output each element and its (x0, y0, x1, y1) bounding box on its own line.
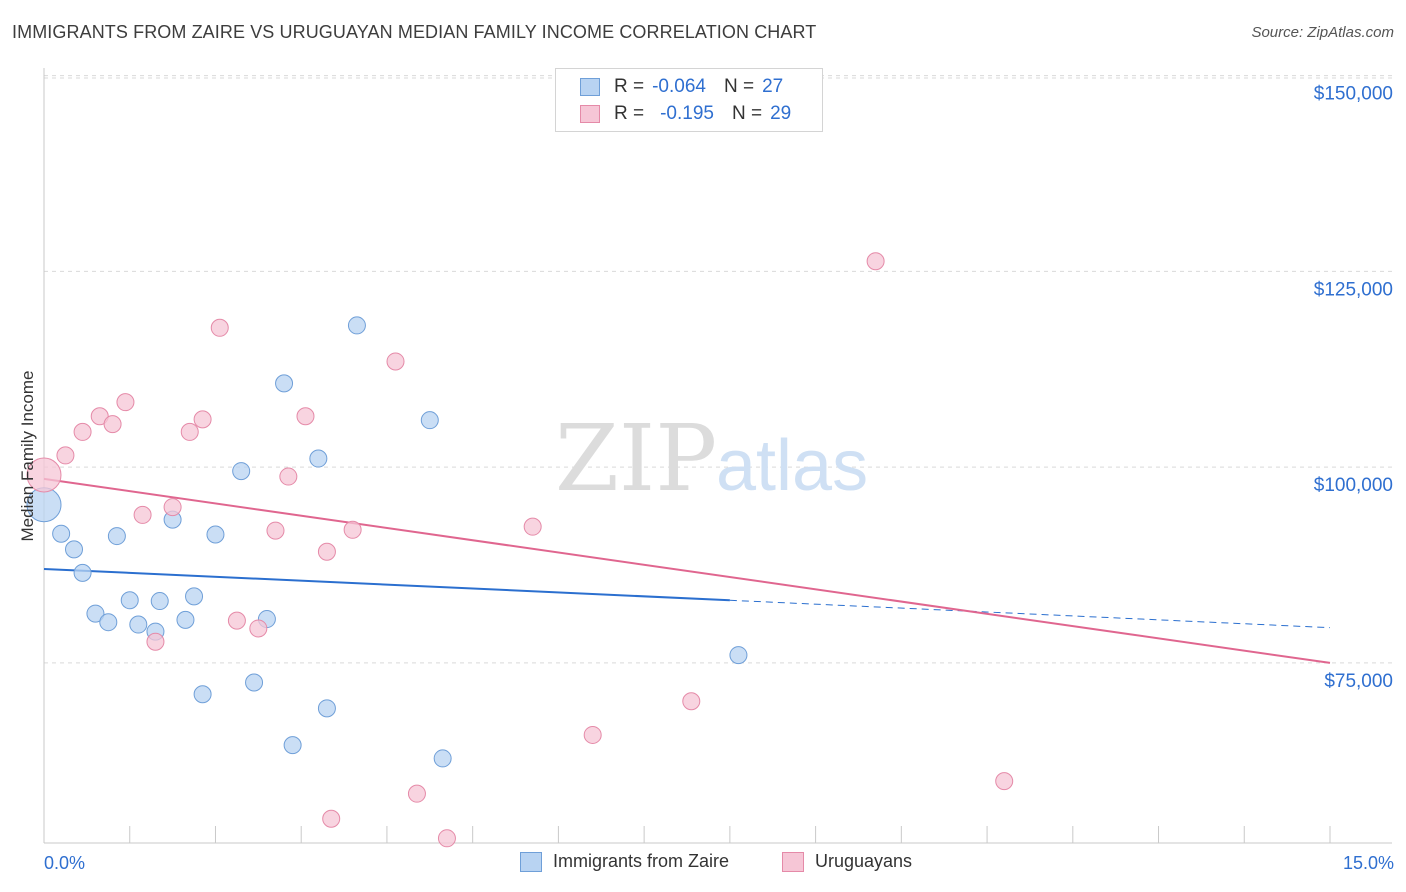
uruguayan-point (193, 410, 212, 429)
uruguayan-point (279, 467, 298, 486)
series-label-zaire: Immigrants from Zaire (553, 851, 730, 871)
zaire-trend-extension (729, 599, 1331, 629)
series-legend: Immigrants from Zaire Uruguayans (0, 851, 1406, 877)
zaire-point (347, 316, 366, 335)
uruguayan-point (249, 619, 268, 638)
zaire-point (99, 613, 118, 632)
zaire-point (245, 673, 264, 692)
uruguayan-point (583, 725, 602, 744)
uruguayan-point (296, 407, 315, 426)
legend-n-value-uruguayans: 29 (770, 103, 792, 124)
uruguayan-point (133, 505, 152, 524)
zaire-point (65, 540, 84, 559)
zaire-point (150, 592, 169, 611)
zaire-trend-line (43, 567, 730, 602)
series-legend-zaire: Immigrants from Zaire (520, 851, 729, 872)
uruguayan-point (116, 393, 135, 412)
uruguayan-point (26, 457, 62, 493)
zaire-point (73, 563, 92, 582)
uruguayan-point (180, 422, 199, 441)
axes (43, 68, 1392, 844)
zaire-point (120, 591, 139, 610)
series-swatch-uruguayans (782, 851, 804, 872)
zaire-point (52, 524, 71, 543)
legend-n-label: N = (731, 103, 763, 124)
source-note: Source: ZipAtlas.com (1251, 24, 1394, 41)
y-tick-label: $75,000 (1324, 671, 1393, 692)
zaire-point (420, 411, 439, 430)
zaire-point (107, 527, 126, 546)
y-axis-label: Median Family Income (18, 370, 37, 541)
legend-r-value-uruguayans: -0.195 (660, 103, 714, 124)
zaire-point (86, 604, 105, 623)
uruguayan-trend-line (43, 477, 1331, 664)
zaire-point (309, 449, 328, 468)
legend-swatch-uruguayans (580, 105, 600, 123)
uruguayan-point (56, 446, 75, 465)
y-tick-label: $150,000 (1314, 84, 1393, 105)
y-tick-label: $100,000 (1314, 475, 1393, 496)
legend-row-uruguayans: R = -0.195 N = 29 (580, 102, 791, 126)
zaire-point (275, 374, 294, 393)
zaire-point (129, 615, 148, 634)
uruguayan-point (266, 521, 285, 540)
uruguayan-point (163, 498, 182, 517)
correlation-legend: R = -0.064 N = 27 R = -0.195 N = 29 (555, 68, 823, 132)
zaire-point (232, 462, 251, 481)
legend-r-label: R = (614, 76, 645, 97)
legend-r-label: R = (614, 103, 645, 124)
uruguayan-point (437, 829, 456, 848)
uruguayan-point (343, 520, 362, 539)
chart-title: IMMIGRANTS FROM ZAIRE VS URUGUAYAN MEDIA… (12, 22, 817, 42)
uruguayan-point (386, 352, 405, 371)
legend-r-value-zaire: -0.064 (652, 76, 706, 97)
zaire-point (433, 749, 452, 768)
uruguayan-point (73, 422, 92, 441)
uruguayan-point (322, 809, 341, 828)
zaire-point (193, 685, 212, 704)
uruguayan-point (995, 772, 1014, 791)
data-points (26, 76, 1014, 848)
x-tick-label: 15.0% (1343, 853, 1394, 873)
series-legend-uruguayans: Uruguayans (782, 851, 912, 872)
legend-n-label: N = (723, 76, 755, 97)
x-tick-label: 0.0% (44, 853, 85, 873)
series-swatch-zaire (520, 851, 542, 872)
uruguayan-point (146, 632, 165, 651)
zaire-point (206, 525, 225, 544)
uruguayan-point (682, 692, 701, 711)
uruguayan-point (103, 415, 122, 434)
series-label-uruguayans: Uruguayans (815, 851, 913, 871)
zaire-point (729, 646, 748, 665)
zaire-point (176, 610, 195, 629)
legend-swatch-zaire (580, 78, 600, 96)
uruguayan-point (317, 542, 336, 561)
zaire-point (185, 587, 204, 606)
y-tick-label: $125,000 (1314, 279, 1393, 300)
watermark-zip: ZIP (555, 405, 717, 512)
legend-row-zaire: R = -0.064 N = 27 (580, 75, 783, 99)
legend-n-value-zaire: 27 (762, 76, 784, 97)
uruguayan-point (210, 318, 229, 337)
watermark-atlas: atlas (716, 426, 868, 506)
uruguayan-point (227, 611, 246, 630)
zaire-point (317, 699, 336, 718)
uruguayan-point (866, 252, 885, 271)
uruguayan-point (407, 784, 426, 803)
trend-lines (43, 477, 1331, 664)
uruguayan-point (523, 517, 542, 536)
zaire-point (283, 736, 302, 755)
tick-labels: $75,000 $100,000 $125,000 $150,000 0.0% 15.0%… (18, 84, 1394, 873)
